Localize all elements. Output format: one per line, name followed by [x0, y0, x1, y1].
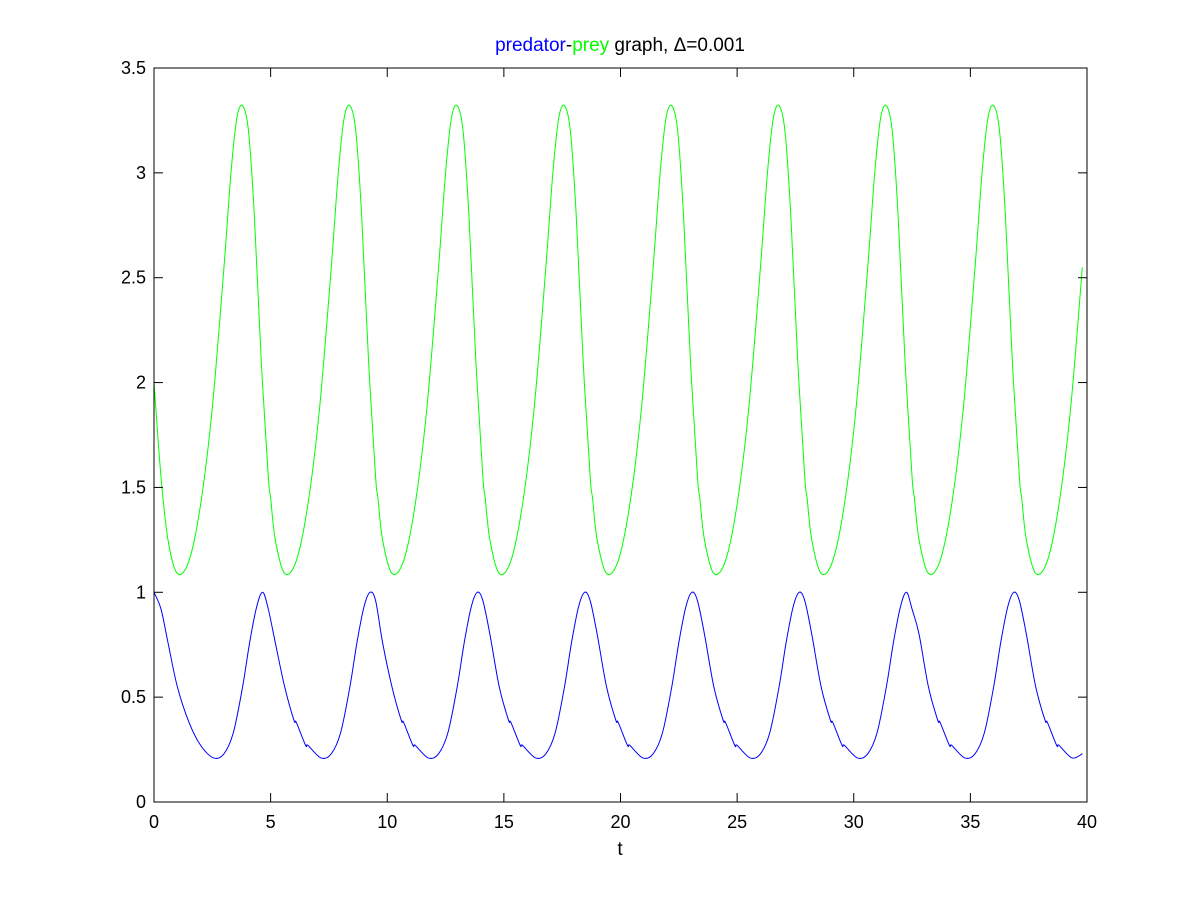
x-tick-label: 10 — [377, 812, 397, 832]
x-tick-label: 20 — [610, 812, 630, 832]
y-tick-label: 1 — [136, 582, 146, 602]
y-tick-label: 2.5 — [121, 268, 146, 288]
x-tick-label: 30 — [844, 812, 864, 832]
chart-title-part: predator — [495, 35, 566, 56]
chart-title-part: graph, Δ=0.001 — [609, 35, 745, 56]
y-tick-label: 1.5 — [121, 477, 146, 497]
x-tick-label: 35 — [960, 812, 980, 832]
predator-series-line — [153, 591, 1083, 759]
y-tick-label: 0.5 — [121, 687, 146, 707]
y-tick-label: 3 — [136, 163, 146, 183]
series-layer — [153, 104, 1083, 759]
chart-title-part: prey — [572, 35, 609, 56]
chart-title-part: - — [566, 35, 572, 56]
y-axis: 0 0.5 1 1.5 2 2.5 3 3.5 — [121, 58, 1087, 812]
x-axis: 0 5 10 15 20 25 30 35 40 — [149, 68, 1097, 832]
x-tick-label: 40 — [1077, 812, 1097, 832]
x-tick-label: 5 — [266, 812, 276, 832]
y-tick-label: 2 — [136, 373, 146, 393]
y-tick-label: 0 — [136, 792, 146, 812]
prey-series-line — [153, 104, 1083, 576]
x-axis-label: t — [617, 839, 623, 860]
chart-title: predator-prey graph, Δ=0.001 — [495, 35, 745, 56]
y-tick-label: 3.5 — [121, 58, 146, 78]
x-tick-label: 25 — [727, 812, 747, 832]
x-tick-label: 15 — [494, 812, 514, 832]
x-tick-label: 0 — [149, 812, 159, 832]
